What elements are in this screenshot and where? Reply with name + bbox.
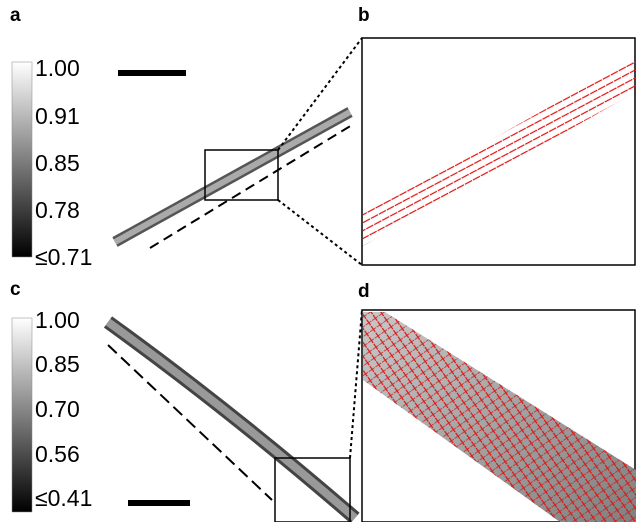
fiber-core [113, 109, 352, 245]
panel-a: a 1.00 0.91 0.85 0.78 ≤0.71 [10, 5, 363, 270]
zoom-box [274, 457, 351, 522]
zoom-line [277, 199, 363, 266]
colorbar-tick: ≤0.71 [35, 244, 92, 270]
colorbar-tick: 0.85 [35, 150, 80, 176]
panel-label: a [10, 5, 21, 26]
zoom-line [277, 37, 363, 151]
colorbar-tick: 1.00 [35, 55, 80, 81]
colorbar-tick: 0.70 [35, 396, 80, 422]
director-field [363, 312, 636, 522]
colorbar [11, 61, 33, 258]
dashed-line [107, 344, 273, 501]
colorbar-tick: ≤0.41 [35, 485, 92, 511]
panel-label: d [358, 281, 370, 302]
panel-c: c 1.00 0.85 0.70 0.56 ≤0.41 [10, 279, 363, 522]
fiber-core [105, 318, 358, 522]
zoom-box [204, 149, 279, 201]
dashed-line [149, 124, 353, 249]
scale-bar [118, 70, 186, 76]
colorbar-tick: 0.78 [35, 197, 80, 223]
panel-label: b [358, 5, 370, 26]
scale-bar [128, 500, 190, 506]
director-field [363, 58, 636, 246]
colorbar [11, 317, 33, 513]
panel-d: d [358, 281, 636, 522]
colorbar-tick: 1.00 [35, 307, 80, 333]
colorbar-tick: 0.85 [35, 351, 80, 377]
colorbar-tick: 0.91 [35, 103, 80, 129]
panel-label: c [10, 279, 21, 300]
panel-b: b [358, 5, 636, 266]
zoom-line [349, 309, 363, 459]
colorbar-tick: 0.56 [35, 441, 80, 467]
